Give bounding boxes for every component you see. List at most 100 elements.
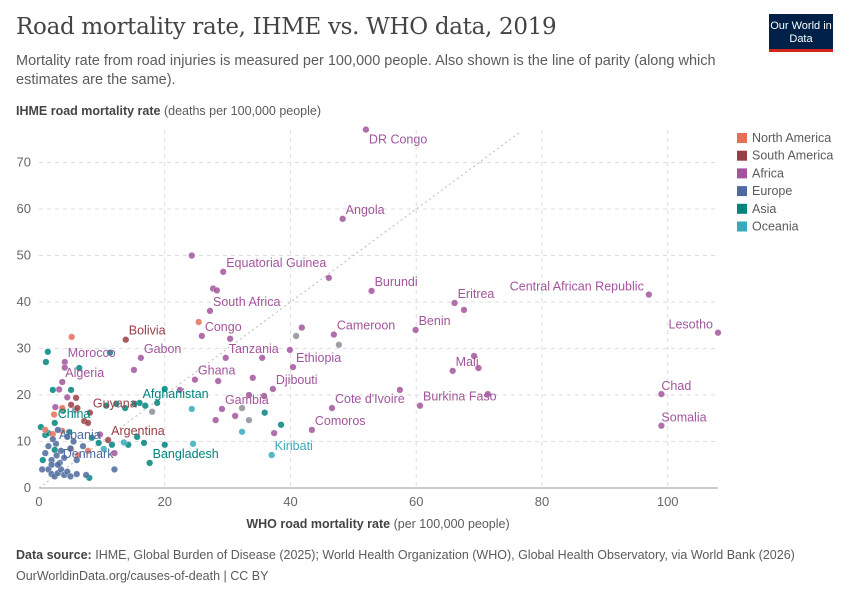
point-label: Cote d'Ivoire — [335, 392, 405, 406]
data-point — [260, 392, 268, 400]
data-point — [325, 274, 333, 282]
data-point — [95, 439, 103, 447]
legend-swatch — [737, 221, 747, 232]
data-point — [75, 364, 83, 372]
data-point — [55, 385, 63, 393]
data-point — [79, 442, 87, 450]
x-axis-label: WHO road mortality rate (per 100,000 peo… — [246, 517, 509, 531]
data-point — [133, 433, 141, 441]
data-point — [54, 461, 62, 469]
data-point — [38, 465, 46, 473]
point-label: Lesotho — [669, 318, 714, 332]
y-tick-label: 40 — [17, 294, 31, 309]
data-point — [73, 404, 81, 412]
legend-label: Africa — [752, 166, 784, 180]
point-label: Afghanistan — [143, 387, 209, 401]
data-point — [66, 445, 74, 452]
data-point — [484, 390, 492, 398]
point-label: Angola — [346, 203, 385, 217]
data-point — [206, 307, 214, 315]
source-link[interactable]: OurWorldinData.org/causes-of-death | CC … — [16, 569, 269, 583]
data-point — [261, 409, 269, 417]
data-point — [451, 299, 459, 307]
point-label: Guyana — [93, 397, 137, 411]
legend-label: South America — [752, 149, 833, 163]
point-label: Burundi — [375, 275, 418, 289]
data-point — [141, 402, 149, 410]
data-point — [231, 412, 239, 420]
data-point — [49, 435, 57, 443]
data-point — [270, 429, 278, 437]
data-point — [214, 377, 222, 385]
data-point — [48, 461, 56, 469]
data-point — [226, 335, 234, 343]
data-point — [100, 445, 108, 453]
data-point — [58, 404, 66, 412]
data-point — [67, 386, 75, 394]
point-label: Eritrea — [458, 287, 495, 301]
data-point — [44, 348, 52, 356]
point-label: Cameroon — [337, 319, 395, 333]
legend-label: Europe — [752, 184, 792, 198]
point-label: Comoros — [315, 414, 366, 428]
data-point — [60, 454, 68, 462]
point-label: Gambia — [225, 393, 269, 407]
data-point — [73, 470, 81, 478]
data-point — [475, 364, 482, 372]
data-point — [258, 354, 266, 362]
data-point — [416, 402, 424, 410]
data-point — [39, 456, 47, 464]
data-point — [67, 401, 75, 409]
data-point — [146, 459, 154, 467]
data-point — [58, 378, 66, 386]
data-point — [61, 364, 69, 372]
data-point — [88, 434, 96, 442]
data-point — [122, 336, 130, 344]
point-label: China — [58, 407, 91, 421]
legend-swatch — [737, 203, 747, 214]
x-tick-label: 0 — [35, 494, 42, 509]
data-point — [460, 306, 468, 314]
data-point — [140, 439, 148, 447]
point-label: Bangladesh — [153, 447, 219, 461]
x-tick-label: 40 — [283, 494, 297, 509]
data-point — [42, 358, 50, 366]
data-point — [657, 390, 665, 398]
data-point — [86, 409, 94, 417]
data-point — [277, 421, 285, 429]
legend-label: North America — [752, 131, 831, 145]
data-point — [54, 426, 62, 434]
data-point — [84, 419, 92, 427]
data-point — [57, 447, 65, 455]
data-point — [53, 452, 61, 459]
y-tick-label: 30 — [17, 341, 31, 356]
data-point — [219, 268, 227, 276]
point-label: Equatorial Guinea — [226, 256, 326, 270]
point-label: Argentina — [111, 424, 165, 438]
point-label: Tanzania — [229, 342, 279, 356]
data-point — [130, 366, 138, 374]
chart-title: Road mortality rate, IHME vs. WHO data, … — [16, 14, 557, 40]
data-point — [249, 374, 257, 382]
point-label: Central African Republic — [510, 280, 644, 294]
point-label: Morocco — [68, 346, 116, 360]
point-label: Kiribati — [275, 439, 313, 453]
data-point — [449, 367, 457, 375]
data-point — [714, 329, 722, 337]
data-point — [63, 393, 71, 401]
data-point — [368, 287, 376, 295]
data-point — [41, 426, 49, 434]
data-point — [176, 386, 184, 394]
y-axis-label: IHME road mortality rate (deaths per 100… — [16, 104, 321, 118]
data-point — [212, 416, 220, 424]
chart-subtitle: Mortality rate from road injuries is mea… — [16, 53, 716, 88]
data-point — [412, 326, 420, 334]
legend-swatch — [737, 168, 747, 179]
data-point — [137, 354, 145, 362]
data-point — [148, 408, 156, 416]
data-point — [191, 376, 199, 384]
owid-logo[interactable]: Our World in Data — [769, 14, 833, 52]
data-point — [121, 404, 129, 412]
data-point — [106, 349, 114, 357]
